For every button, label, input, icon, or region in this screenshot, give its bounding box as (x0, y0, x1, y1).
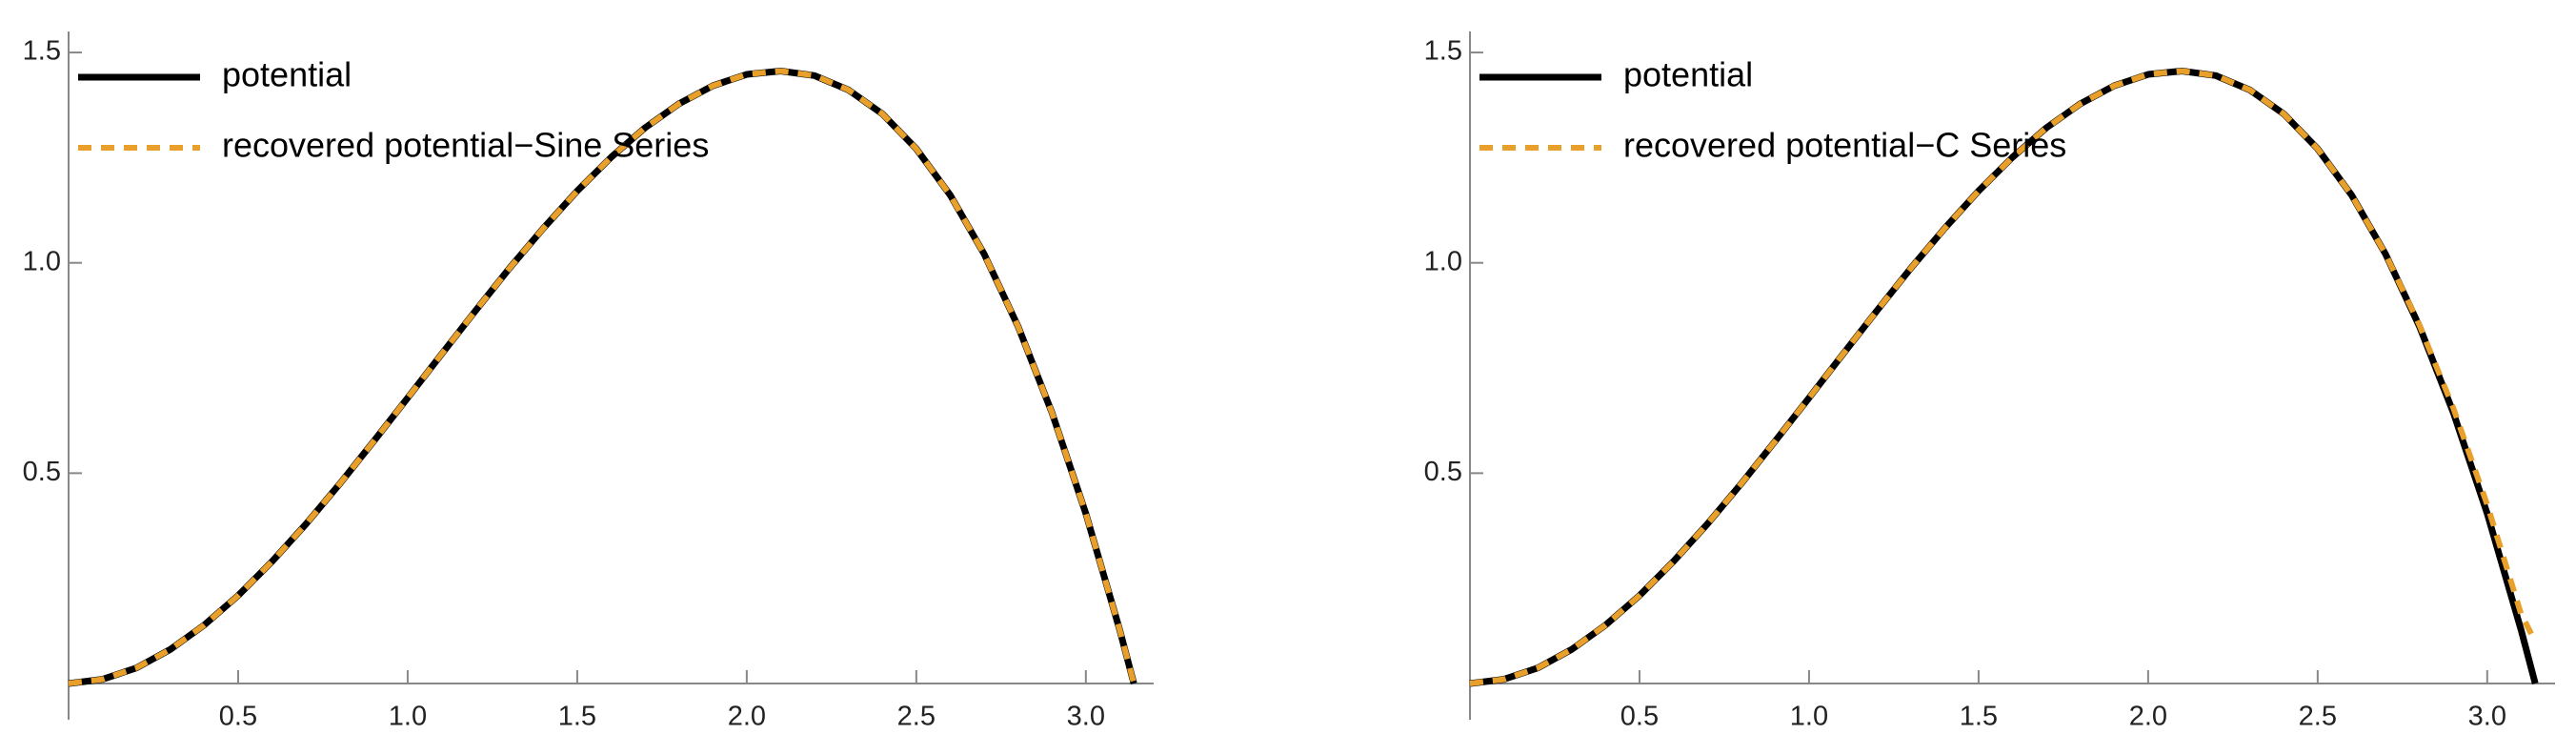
x-tick-label: 2.5 (2299, 702, 2337, 732)
y-tick-label: 1.0 (23, 246, 61, 276)
data-line (68, 68, 1137, 686)
y-tick-label: 0.5 (23, 457, 61, 487)
x-tick-label: 2.0 (728, 702, 766, 732)
x-tick-label: 0.5 (1620, 702, 1659, 732)
x-tick-label: 2.5 (897, 702, 936, 732)
y-tick-label: 1.0 (1424, 246, 1462, 276)
legend-label: recovered potential−Sine Series (222, 126, 709, 165)
x-tick-label: 3.0 (2468, 702, 2506, 732)
legend-label: potential (1623, 55, 1753, 94)
y-tick-label: 1.5 (1424, 36, 1462, 67)
x-tick-label: 1.0 (389, 702, 427, 732)
x-tick-label: 3.0 (1067, 702, 1105, 732)
y-tick-label: 0.5 (1424, 457, 1462, 487)
data-line (1469, 68, 2538, 686)
x-tick-label: 0.5 (219, 702, 257, 732)
x-tick-label: 2.0 (2129, 702, 2167, 732)
x-tick-label: 1.5 (558, 702, 596, 732)
x-tick-label: 1.5 (1960, 702, 1998, 732)
legend-label: recovered potential−C Series (1623, 126, 2066, 165)
panel: 0.5 1.0 1.5 2.0 2.5 3.0 0.5 1.0 1.5 potential reco… (1424, 31, 2555, 732)
panel: 0.5 1.0 1.5 2.0 2.5 3.0 0.5 1.0 1.5 potential reco… (23, 31, 1154, 732)
x-tick-label: 1.0 (1790, 702, 1828, 732)
y-tick-label: 1.5 (23, 36, 61, 67)
legend-label: potential (222, 55, 352, 94)
